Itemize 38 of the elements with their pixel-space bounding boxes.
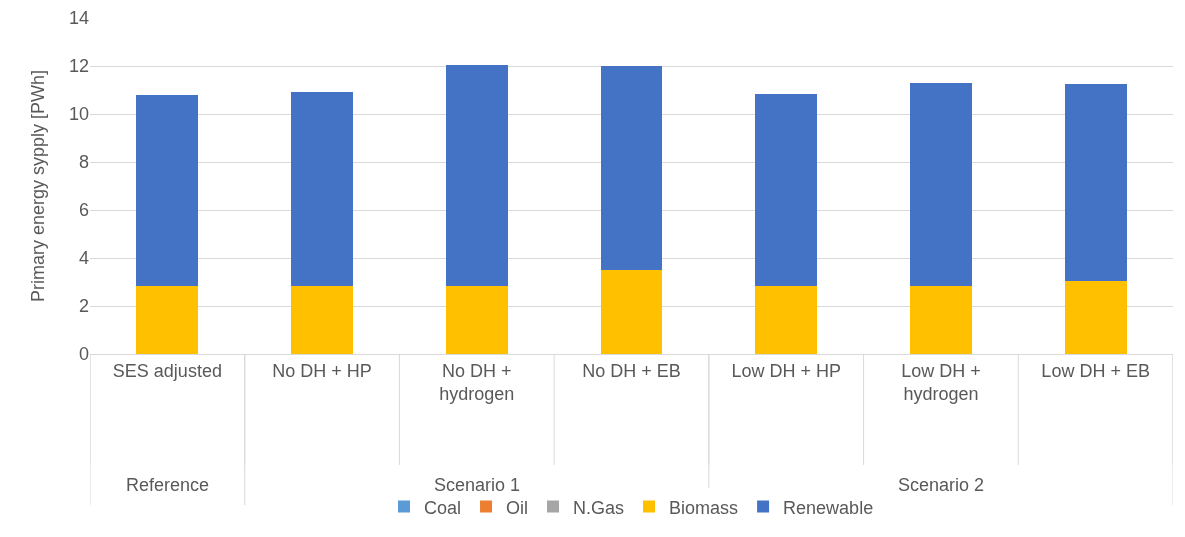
bar [600, 270, 663, 354]
y-tick-label: 14 [68, 8, 89, 29]
x-tick-label: No DH + EB [582, 360, 681, 381]
y-axis-title: Primary energy sypply [PWh] [28, 69, 48, 303]
legend-label: Biomass [669, 497, 739, 518]
bar [600, 65, 663, 270]
y-tick-label: 10 [68, 104, 89, 125]
x-tick-label: Low DH + EB [1041, 360, 1150, 381]
y-tick-label: 4 [78, 248, 89, 269]
legend-label: Coal [424, 497, 462, 518]
legend-label: N.Gas [573, 497, 625, 518]
bar [136, 285, 199, 354]
legend-label: Oil [506, 497, 529, 518]
bar [909, 285, 972, 354]
bar [445, 64, 508, 286]
bar [291, 91, 354, 286]
bar [1064, 84, 1127, 281]
x-tick-label: No DH + hydrogen [439, 360, 515, 404]
bar [755, 94, 818, 286]
bar [755, 285, 818, 354]
y-tick-label: 2 [78, 296, 89, 317]
x-tick-label: Low DH + hydrogen [901, 360, 981, 404]
bar [445, 285, 508, 354]
y-tick-label: 12 [68, 56, 89, 77]
x-tick-label: Low DH + HP [731, 360, 841, 381]
text: Scenario 2 [898, 475, 985, 495]
text: Reference [126, 475, 210, 495]
bar [1064, 280, 1127, 354]
x-tick-label: SES adjusted [112, 360, 222, 381]
y-tick-label: 6 [78, 200, 89, 221]
bar [909, 82, 972, 286]
bar [291, 285, 354, 354]
text: Scenario 1 [434, 475, 521, 495]
y-tick-label: 0 [78, 344, 89, 365]
x-tick-label: No DH + HP [272, 360, 372, 381]
bar [136, 94, 199, 286]
legend-label: Renewable [783, 497, 874, 518]
y-tick-label: 8 [78, 152, 89, 173]
